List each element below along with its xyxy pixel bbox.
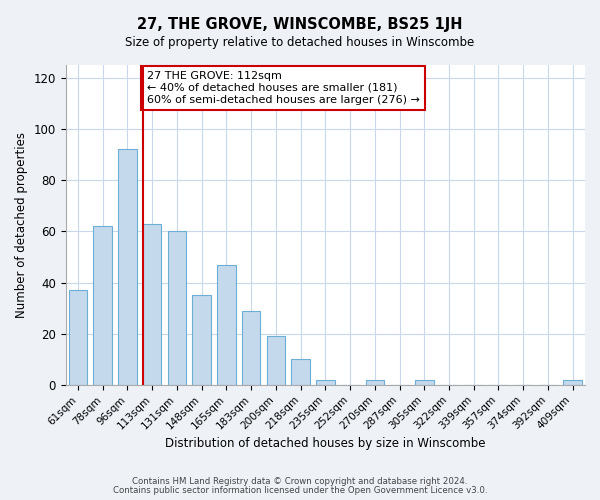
Bar [415,380,434,385]
Bar [365,380,384,385]
Bar [118,150,137,385]
Text: Contains public sector information licensed under the Open Government Licence v3: Contains public sector information licen… [113,486,487,495]
Bar [266,336,285,385]
Text: 27, THE GROVE, WINSCOMBE, BS25 1JH: 27, THE GROVE, WINSCOMBE, BS25 1JH [137,18,463,32]
X-axis label: Distribution of detached houses by size in Winscombe: Distribution of detached houses by size … [165,437,485,450]
Bar [167,232,186,385]
Bar [217,264,236,385]
Text: Size of property relative to detached houses in Winscombe: Size of property relative to detached ho… [125,36,475,49]
Y-axis label: Number of detached properties: Number of detached properties [15,132,28,318]
Bar [143,224,161,385]
Bar [316,380,335,385]
Bar [193,296,211,385]
Bar [563,380,582,385]
Text: 27 THE GROVE: 112sqm
← 40% of detached houses are smaller (181)
60% of semi-deta: 27 THE GROVE: 112sqm ← 40% of detached h… [146,72,419,104]
Text: Contains HM Land Registry data © Crown copyright and database right 2024.: Contains HM Land Registry data © Crown c… [132,478,468,486]
Bar [242,310,260,385]
Bar [94,226,112,385]
Bar [69,290,87,385]
Bar [292,360,310,385]
